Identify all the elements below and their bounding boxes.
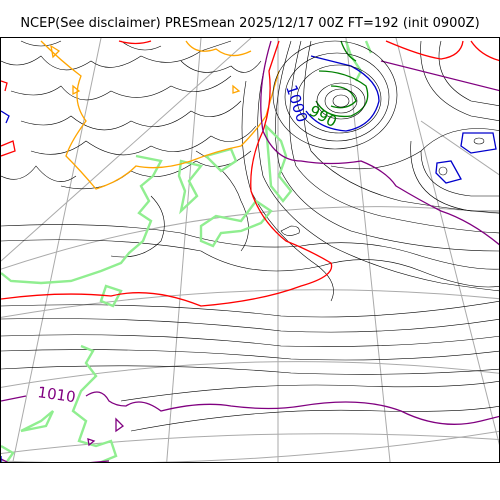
pressure-map: 1000 990 1010: [0, 37, 500, 463]
isobars: [1, 40, 499, 432]
land-isobars: [1, 40, 262, 190]
contour-label-1010: 1010: [36, 383, 76, 406]
contour-label-990: 990: [306, 102, 340, 131]
contour-1010: [1, 40, 499, 462]
low-center-rings: [272, 40, 485, 176]
contour-990: [315, 40, 369, 118]
coastline: [1, 40, 373, 462]
contour-label-1000: 1000: [282, 83, 311, 125]
graticule: [1, 38, 499, 462]
contour-orange: [40, 40, 280, 190]
contour-1000: [1, 55, 497, 462]
chart-title: NCEP(See disclaimer) PRESmean 2025/12/17…: [20, 16, 480, 31]
contour-red: [1, 40, 499, 307]
